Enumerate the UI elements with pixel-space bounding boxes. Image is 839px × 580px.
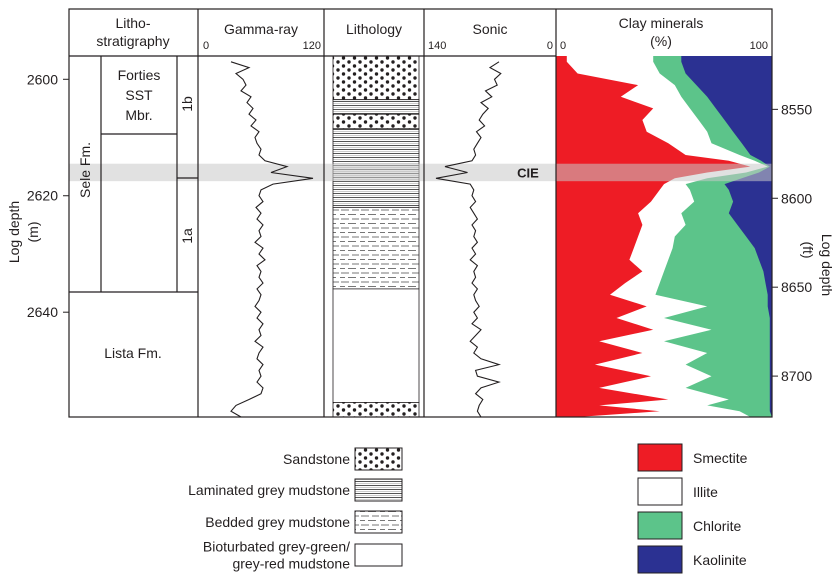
sonic-scale-max: 0: [547, 40, 553, 52]
legend-swatch-chlorite: [637, 511, 683, 540]
sele-label: Sele Fm.: [77, 142, 93, 198]
clay-header-line2: (%): [650, 33, 672, 49]
chart-frame: [68, 8, 773, 418]
legend-label-smectite: Smectite: [693, 450, 748, 466]
lista-label: Lista Fm.: [104, 345, 162, 361]
right-axis-unit: (ft): [800, 241, 816, 258]
legend-swatch-laminated: [354, 478, 403, 502]
lithology-column: [332, 55, 420, 418]
legend-label-plain: Bioturbated grey-green/: [203, 539, 350, 555]
right-tick-label-3: 8700: [781, 368, 812, 384]
left-depth-axis: 2600 2620 2640: [27, 71, 69, 320]
left-tick-label-1: 2620: [27, 188, 58, 204]
right-tick-label-2: 8650: [781, 279, 812, 295]
lithology-bed-6: [332, 402, 420, 418]
lithology-bed-1: [332, 99, 420, 115]
left-tick-label-0: 2600: [27, 71, 58, 87]
clay-area-stack: [556, 56, 772, 417]
clay-header-line1: Clay minerals: [619, 15, 704, 31]
clay-scale-max: 100: [750, 40, 768, 52]
legend-label-kaolinite: Kaolinite: [693, 552, 747, 568]
clay-scale-min: 0: [560, 40, 566, 52]
legend-swatch-plain: [354, 543, 403, 567]
smectite-area: [556, 56, 751, 417]
left-tick-label-2: 2640: [27, 304, 58, 320]
gamma-header: Gamma-ray: [224, 21, 298, 37]
legend-swatch-kaolinite: [637, 545, 683, 574]
left-axis-unit: (m): [25, 222, 41, 243]
legend-swatch-dots: [354, 447, 403, 471]
right-depth-axis: 8550 8600 8650 8700: [772, 101, 812, 384]
forties-label-2: SST: [125, 87, 153, 103]
left-axis-label: Log depth: [6, 201, 22, 263]
legend-swatch-bedded: [354, 510, 403, 534]
unit-1b-label: 1b: [179, 96, 195, 112]
clay-legend: Smectite Illite Chlorite Kaolinite: [637, 443, 748, 574]
forties-label-1: Forties: [118, 67, 161, 83]
forties-label-3: Mbr.: [125, 107, 152, 123]
legend-swatch-illite: [637, 477, 683, 506]
lithology-bed-0: [332, 55, 420, 101]
gamma-scale-min: 0: [203, 40, 209, 52]
right-tick-label-1: 8600: [781, 190, 812, 206]
legend-label-chlorite: Chlorite: [693, 518, 741, 534]
cie-band: [69, 163, 772, 182]
lithology-bed-2: [332, 113, 420, 130]
right-axis-label: Log depth: [819, 234, 835, 296]
lithostrat-header-line1: Litho-: [115, 15, 150, 31]
right-tick-label-0: 8550: [781, 101, 812, 117]
track-ticks: [323, 51, 557, 56]
unit-1a-label: 1a: [179, 228, 195, 244]
lithology-header: Lithology: [346, 21, 402, 37]
legend-swatch-smectite: [637, 443, 683, 472]
lithostrat-header-line2: stratigraphy: [96, 33, 169, 49]
sonic-scale-min: 140: [428, 40, 446, 52]
lithology-bed-5: [332, 288, 420, 403]
sonic-curve: [435, 61, 502, 417]
lithology-legend: Sandstone Laminated grey mudstone Bedded g…: [188, 447, 403, 572]
sonic-header: Sonic: [472, 21, 507, 37]
lithology-bed-4: [332, 206, 420, 290]
legend-label-bedded: Bedded grey mudstone: [205, 514, 350, 530]
legend-label-plain: grey-red mudstone: [232, 556, 350, 572]
cie-label: CIE: [517, 165, 539, 180]
legend-label-illite: Illite: [693, 484, 718, 500]
gamma-ray-curve: [230, 61, 314, 417]
gamma-scale-max: 120: [303, 40, 321, 52]
legend-label-dots: Sandstone: [283, 451, 350, 467]
legend-label-laminated: Laminated grey mudstone: [188, 482, 350, 498]
